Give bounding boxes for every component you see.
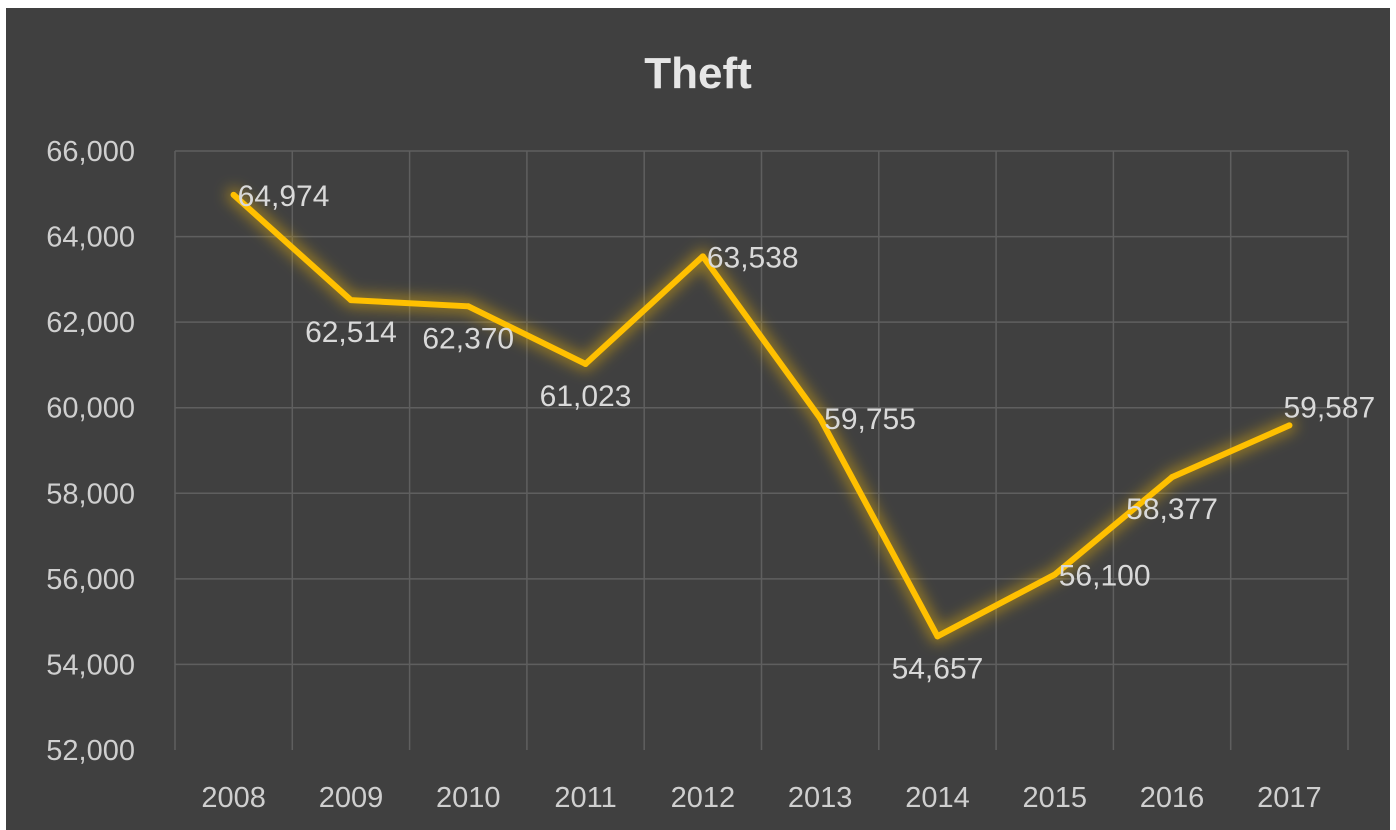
x-tick-label: 2015 [1022,782,1087,814]
x-tick-label: 2010 [436,782,501,814]
data-label: 64,974 [238,180,330,213]
data-label: 58,377 [1126,493,1218,526]
data-point [230,191,237,198]
data-point [699,253,706,260]
data-label: 56,100 [1059,560,1151,593]
data-point [1051,571,1058,578]
data-point [1286,422,1293,429]
y-tick-label: 54,000 [46,649,135,681]
y-tick-label: 52,000 [46,735,135,767]
series-lines [226,187,1297,644]
x-tick-label: 2011 [554,782,616,814]
y-axis: 52,000 54,000 56,000 58,000 60,000 62,000 64,0… [46,136,135,767]
data-point [465,303,472,310]
y-tick-label: 66,000 [46,136,135,168]
data-label: 59,755 [824,403,916,436]
x-tick-label: 2009 [319,782,384,814]
y-tick-label: 62,000 [46,307,135,339]
data-label: 63,538 [707,241,799,274]
data-point [582,360,589,367]
data-label: 61,023 [540,380,632,413]
x-axis: 2008 2009 2010 2011 2012 2013 2014 2015 2016 2017 [201,782,1321,814]
data-point [817,415,824,422]
data-label: 62,514 [305,316,397,349]
data-point [1169,474,1176,481]
data-labels: 64,974 62,514 62,370 61,023 63,538 59,755 54,6… [238,180,1376,685]
data-point [934,633,941,640]
x-tick-label: 2008 [201,782,266,814]
chart-area [6,8,1390,830]
x-tick-label: 2017 [1257,782,1322,814]
y-tick-label: 56,000 [46,564,135,596]
x-tick-label: 2013 [788,782,853,814]
x-tick-label: 2014 [905,782,970,814]
series-line [230,191,1293,640]
data-label: 62,370 [422,322,514,355]
x-tick-label: 2016 [1140,782,1205,814]
chart-title: Theft [644,49,752,98]
y-tick-label: 64,000 [46,222,135,254]
x-tick-label: 2012 [671,782,736,814]
data-label: 59,587 [1283,391,1375,424]
data-label: 54,657 [892,652,984,685]
y-tick-label: 60,000 [46,393,135,425]
y-tick-label: 58,000 [46,478,135,510]
data-point [347,297,354,304]
